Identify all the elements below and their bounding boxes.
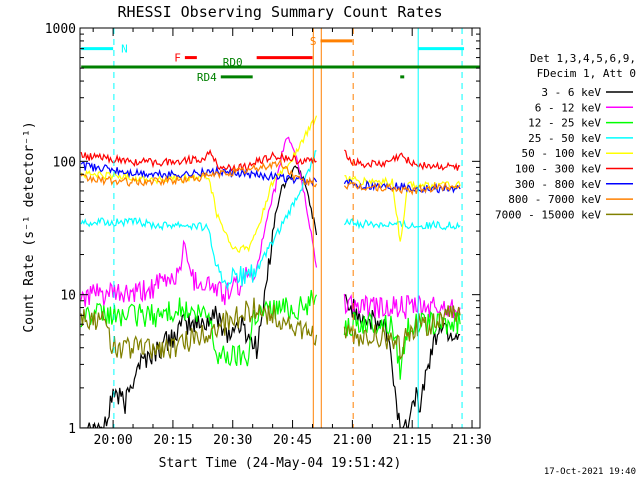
series-line-15 bbox=[343, 181, 461, 196]
series-line-8 bbox=[80, 115, 318, 253]
series-line-3 bbox=[343, 293, 461, 320]
chart-title: RHESSI Observing Summary Count Rates bbox=[117, 3, 442, 21]
series-line-9 bbox=[344, 175, 461, 242]
legend-entry-label-6: 300 - 800 keV bbox=[515, 178, 601, 191]
legend-entry-label-2: 12 - 25 keV bbox=[528, 117, 601, 130]
y-tick-label-0: 1 bbox=[68, 422, 76, 437]
legend-entry-label-0: 3 - 6 keV bbox=[541, 86, 601, 99]
legend-entry-label-3: 25 - 50 keV bbox=[528, 132, 601, 145]
flag-label-5: RD0 bbox=[223, 56, 243, 69]
y-axis-label: Count Rate (s⁻¹ detector⁻¹) bbox=[22, 121, 37, 332]
series-line-12 bbox=[80, 161, 318, 187]
render-timestamp: 17-Oct-2021 19:40 bbox=[544, 467, 636, 477]
x-tick-label-0: 20:00 bbox=[94, 433, 133, 448]
flag-label-6: RD4 bbox=[197, 71, 217, 84]
legend-entry-label-4: 50 - 100 keV bbox=[522, 147, 602, 160]
x-axis-label: Start Time (24-May-04 19:51:42) bbox=[159, 456, 402, 471]
legend-header-line-2: FDecim 1, Att 0 bbox=[537, 67, 636, 80]
flag-label-2: F bbox=[174, 52, 181, 65]
plot-frame bbox=[79, 27, 481, 429]
series-line-11 bbox=[343, 149, 461, 171]
series-line-4 bbox=[80, 289, 318, 367]
y-tick-label-2: 100 bbox=[53, 155, 76, 170]
flag-label-1: N bbox=[121, 43, 128, 56]
legend-entry-label-5: 100 - 300 keV bbox=[515, 163, 601, 176]
legend-entry-label-1: 6 - 12 keV bbox=[535, 101, 602, 114]
series-group bbox=[80, 115, 461, 428]
legend: 3 - 6 keV 6 - 12 keV 12 - 25 keV 25 - 50 ke… bbox=[495, 86, 633, 221]
y-tick-label-1: 10 bbox=[60, 289, 76, 304]
x-tick-label-3: 20:45 bbox=[273, 433, 312, 448]
plot-area: N F S RD0 RD4 1 10 100 1000 20:00 20:15 20:30 20:45 2… bbox=[45, 22, 492, 448]
legend-header-line-1: Det 1,3,4,5,6,9, bbox=[530, 52, 636, 65]
x-tick-label-6: 21:30 bbox=[452, 433, 491, 448]
flag-label-4: S bbox=[310, 35, 317, 48]
series-line-0 bbox=[81, 165, 318, 428]
series-line-14 bbox=[80, 158, 318, 188]
series-line-16 bbox=[80, 297, 318, 359]
series-line-6 bbox=[80, 150, 317, 291]
x-tick-label-2: 20:30 bbox=[213, 433, 252, 448]
x-tick-label-5: 21:15 bbox=[393, 433, 432, 448]
x-tick-label-4: 21:00 bbox=[333, 433, 372, 448]
legend-entry-label-8: 7000 - 15000 keV bbox=[495, 208, 601, 221]
y-tick-label-3: 1000 bbox=[45, 22, 76, 37]
x-tick-label-1: 20:15 bbox=[153, 433, 192, 448]
legend-entry-label-7: 800 - 7000 keV bbox=[508, 193, 601, 206]
series-line-17 bbox=[343, 305, 461, 361]
series-line-13 bbox=[343, 178, 461, 194]
series-line-10 bbox=[80, 148, 317, 173]
